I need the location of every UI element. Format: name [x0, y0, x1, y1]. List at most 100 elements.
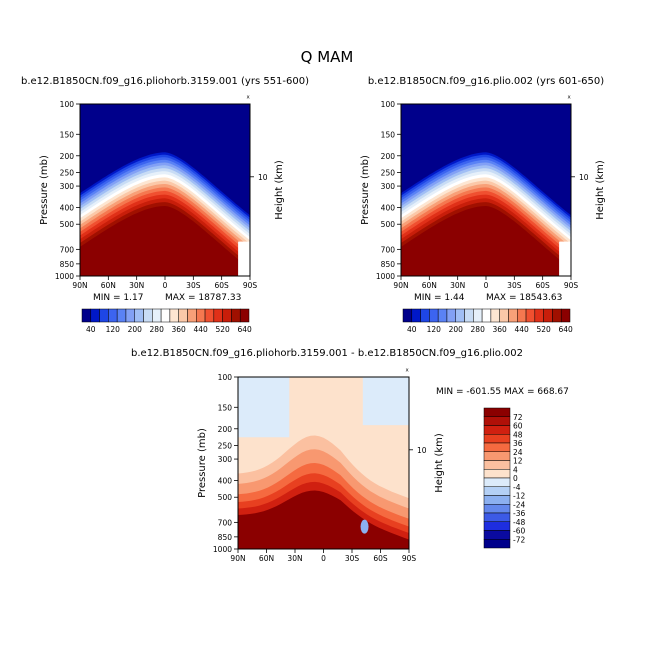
y-tick-label: 250 [381, 168, 396, 177]
colorbar-swatch [134, 308, 144, 323]
colorbar-swatch [437, 308, 448, 323]
colorbar-swatch [483, 416, 511, 426]
colorbar-swatch [483, 442, 511, 452]
y-axis-label: Pressure (mb) [197, 428, 208, 498]
y-tick-label: 850 [60, 260, 75, 269]
colorbar-label: 24 [513, 448, 523, 457]
colorbar-swatch [483, 530, 511, 540]
colorbar-swatch [552, 308, 562, 323]
panel-title: b.e12.B1850CN.f09_g16.pliohorb.3159.001 … [21, 76, 309, 87]
colorbar-label: 280 [150, 325, 165, 334]
colorbar-label: 36 [513, 439, 523, 448]
y-tick-label: 200 [381, 152, 396, 161]
y-tick-label: 150 [218, 403, 233, 412]
y-tick-label: 150 [381, 130, 396, 139]
colorbar-swatch [483, 469, 511, 479]
y-tick-label: 850 [381, 260, 396, 269]
x-tick-label: 60N [259, 554, 274, 563]
colorbar-label: 48 [513, 430, 523, 439]
colorbar-swatch [455, 308, 465, 323]
colorbar-swatch [231, 308, 241, 323]
colorbar-label: 120 [106, 325, 121, 334]
topography-mask [559, 241, 571, 276]
colorbar-swatch [213, 308, 223, 323]
colorbar-swatch [483, 407, 511, 417]
x-tick-label: 30S [507, 281, 522, 290]
x-tick-label: 60N [101, 281, 116, 290]
colorbar-label: -60 [513, 527, 525, 536]
x-tick-label: 90N [393, 281, 408, 290]
x-tick-label: 90S [402, 554, 417, 563]
panel-title: b.e12.B1850CN.f09_g16.plio.002 (yrs 601-… [368, 76, 604, 87]
colorbar-swatch [446, 308, 456, 323]
y-tick-label: 1000 [376, 272, 395, 281]
colorbar-label: -4 [513, 483, 521, 492]
colorbar-swatch [125, 308, 135, 323]
colorbar-label: 72 [513, 413, 523, 422]
x-tick-label: 0 [321, 554, 326, 563]
x-tick-label: 90N [230, 554, 245, 563]
y-axis-label-right: Height (km) [595, 160, 606, 220]
colorbar-swatch [483, 504, 511, 514]
min-label: MIN = 1.44 [414, 293, 465, 303]
colorbar-swatch [483, 512, 511, 522]
y-tick-label: 700 [381, 245, 396, 254]
colorbar-label: 360 [493, 325, 508, 334]
corner-marker: ᕽ [405, 367, 409, 376]
colorbar-swatch [543, 308, 553, 323]
x-tick-label: 30N [287, 554, 302, 563]
colorbar-label: 280 [471, 325, 486, 334]
right-tick-label: 10 [258, 173, 268, 182]
y-tick-label: 850 [218, 533, 233, 542]
max-label: MAX = 18543.63 [486, 293, 562, 303]
colorbar-swatch [178, 308, 188, 323]
y-tick-label: 100 [218, 373, 233, 382]
colorbar-swatch [99, 308, 109, 323]
y-tick-label: 500 [218, 493, 233, 502]
x-tick-label: 90S [243, 281, 258, 290]
colorbar-swatch [143, 308, 153, 323]
colorbar-swatch [483, 495, 511, 505]
colorbar-label: 640 [237, 325, 252, 334]
colorbar-swatch [402, 308, 413, 323]
panel-pliohorb: b.e12.B1850CN.f09_g16.pliohorb.3159.001 … [21, 76, 309, 334]
colorbar-label: 360 [172, 325, 187, 334]
x-tick-label: 60N [422, 281, 437, 290]
colorbar-label: 0 [513, 474, 518, 483]
x-tick-label: 30N [129, 281, 144, 290]
colorbar-swatch [483, 521, 511, 531]
y-tick-label: 300 [381, 182, 396, 191]
y-tick-label: 1000 [213, 545, 232, 554]
x-tick-label: 30N [450, 281, 465, 290]
colorbar-swatch [499, 308, 509, 323]
x-tick-label: 60S [215, 281, 230, 290]
colorbar-swatch [483, 486, 511, 496]
colorbar-swatch [239, 308, 250, 323]
colorbar-label: -12 [513, 492, 525, 501]
colorbar-label: 4 [513, 465, 518, 474]
min-max-label: MIN = -601.55 MAX = 668.67 [436, 387, 569, 397]
colorbar-swatch [483, 460, 511, 470]
colorbar-label: 640 [558, 325, 573, 334]
colorbar-swatch [411, 308, 421, 323]
colorbar-label: 40 [407, 325, 417, 334]
colorbar-label: 60 [513, 422, 523, 431]
colorbar-swatch [204, 308, 215, 323]
colorbar-swatch [81, 308, 92, 323]
y-axis-label-right: Height (km) [274, 160, 285, 220]
right-tick-label: 10 [417, 446, 427, 455]
y-tick-label: 100 [60, 100, 75, 109]
colorbar-label: 200 [128, 325, 143, 334]
y-tick-label: 200 [60, 152, 75, 161]
x-tick-label: 60S [373, 554, 388, 563]
x-tick-label: 90S [564, 281, 579, 290]
colorbar-swatch [473, 308, 483, 323]
colorbar-swatch [525, 308, 536, 323]
colorbar-label: 440 [514, 325, 529, 334]
panel-plio: b.e12.B1850CN.f09_g16.plio.002 (yrs 601-… [360, 76, 606, 334]
y-tick-label: 700 [218, 518, 233, 527]
panel-difference: b.e12.B1850CN.f09_g16.pliohorb.3159.001 … [131, 348, 569, 563]
